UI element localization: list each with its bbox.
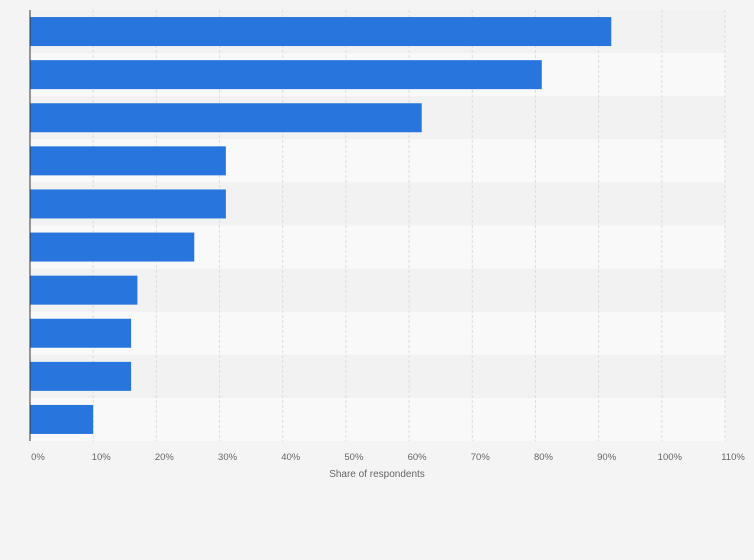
row-band xyxy=(30,311,725,355)
bar[interactable] xyxy=(30,318,132,348)
bars xyxy=(30,17,612,434)
x-tick-label: 40% xyxy=(281,452,301,463)
row-band xyxy=(30,268,725,312)
bar[interactable] xyxy=(30,361,132,391)
bar[interactable] xyxy=(30,275,138,305)
bar[interactable] xyxy=(30,17,612,47)
x-tick-label: 100% xyxy=(658,452,683,463)
bar[interactable] xyxy=(30,404,94,434)
x-axis-tick-labels: 0% 10% 20% 30% 40% 50% 60% 70% 80% 90% 100% 110% xyxy=(31,452,745,463)
x-tick-label: 30% xyxy=(218,452,238,463)
x-tick-label: 10% xyxy=(92,452,112,463)
x-tick-label: 60% xyxy=(408,452,428,463)
bar[interactable] xyxy=(30,189,226,219)
x-tick-label: 70% xyxy=(471,452,491,463)
x-tick-label: 80% xyxy=(534,452,554,463)
x-tick-label: 0% xyxy=(31,452,45,463)
bar[interactable] xyxy=(30,103,422,133)
x-tick-label: 110% xyxy=(721,452,745,463)
x-tick-label: 90% xyxy=(597,452,617,463)
row-band xyxy=(30,397,725,441)
row-band xyxy=(30,354,725,398)
x-tick-label: 50% xyxy=(344,452,364,463)
bar[interactable] xyxy=(30,232,195,262)
bar[interactable] xyxy=(30,60,542,90)
x-axis-title: Share of respondents xyxy=(329,469,425,480)
x-tick-label: 20% xyxy=(155,452,175,463)
bar[interactable] xyxy=(30,146,226,176)
